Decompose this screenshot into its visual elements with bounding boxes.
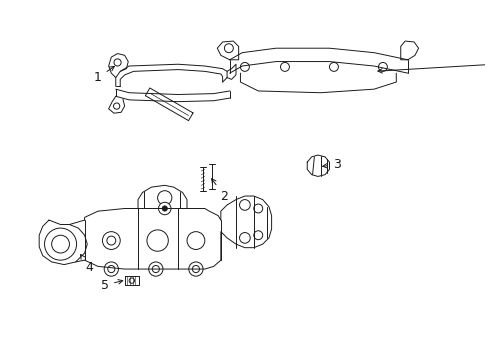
Text: 3: 3 [322,158,340,171]
Text: 6: 6 [377,58,488,73]
Circle shape [162,206,167,211]
Circle shape [158,202,171,215]
Text: 5: 5 [101,279,122,292]
Text: 2: 2 [211,179,228,203]
Text: 1: 1 [94,66,114,84]
Text: 4: 4 [81,255,93,274]
